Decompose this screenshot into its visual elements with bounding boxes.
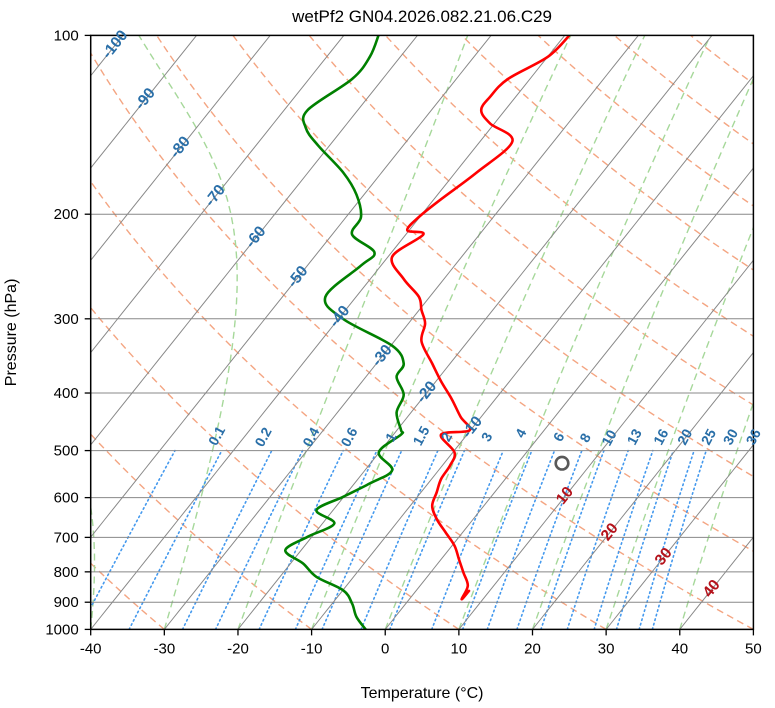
- svg-text:600: 600: [54, 490, 79, 507]
- svg-text:10: 10: [451, 640, 468, 657]
- svg-text:800: 800: [54, 564, 79, 581]
- svg-text:50: 50: [745, 640, 762, 657]
- svg-text:1000: 1000: [45, 621, 78, 638]
- svg-text:900: 900: [54, 594, 79, 611]
- svg-text:wetPf2 GN04.2026.082.21.06.C29: wetPf2 GN04.2026.082.21.06.C29: [291, 7, 552, 26]
- svg-text:-20: -20: [227, 640, 249, 657]
- svg-text:500: 500: [54, 443, 79, 460]
- svg-text:-10: -10: [301, 640, 323, 657]
- svg-text:0: 0: [381, 640, 389, 657]
- svg-text:-40: -40: [80, 640, 102, 657]
- svg-text:Pressure (hPa): Pressure (hPa): [3, 279, 20, 387]
- svg-text:Temperature (°C): Temperature (°C): [361, 685, 484, 702]
- svg-text:200: 200: [54, 206, 79, 223]
- svg-text:20: 20: [524, 640, 541, 657]
- svg-text:100: 100: [54, 27, 79, 44]
- svg-text:300: 300: [54, 311, 79, 328]
- svg-text:400: 400: [54, 385, 79, 402]
- svg-text:700: 700: [54, 529, 79, 546]
- svg-text:30: 30: [598, 640, 615, 657]
- svg-text:-30: -30: [153, 640, 175, 657]
- svg-text:40: 40: [671, 640, 688, 657]
